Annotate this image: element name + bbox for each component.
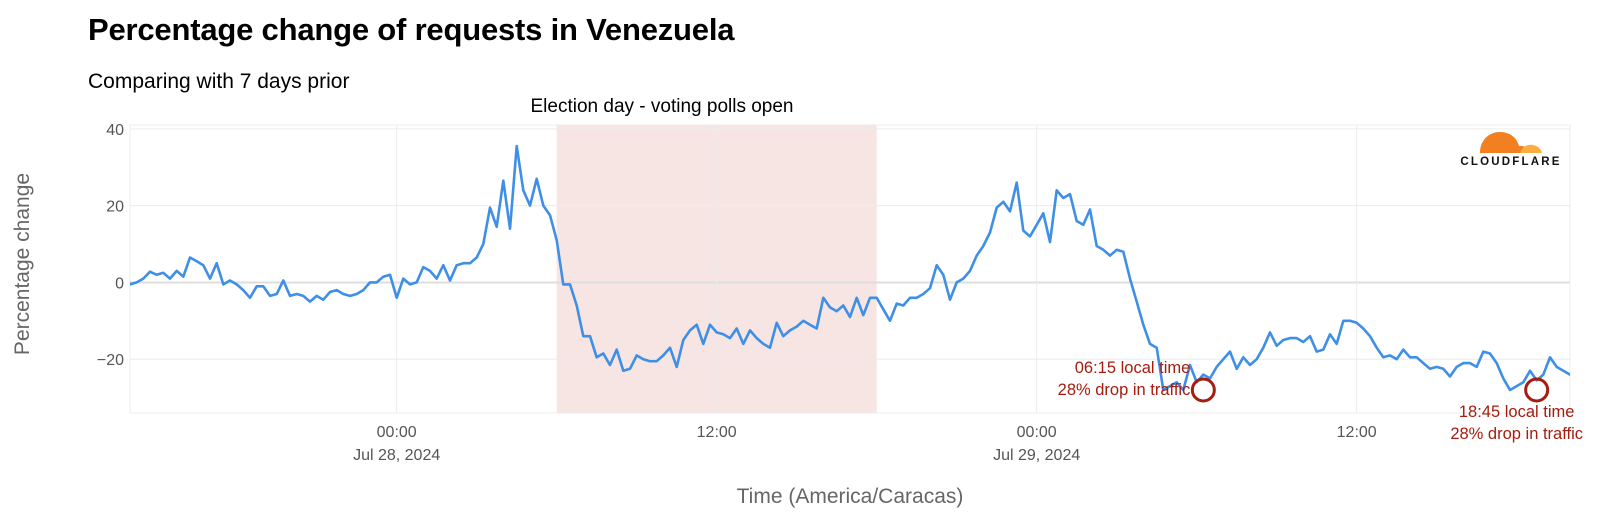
annotation-line1: 18:45 local time — [1459, 403, 1575, 421]
x-tick-time: 00:00 — [1017, 424, 1057, 441]
x-tick-time: 00:00 — [377, 424, 417, 441]
cloudflare-wordmark: CLOUDFLARE — [1460, 156, 1561, 168]
chart-subtitle: Comparing with 7 days prior — [88, 70, 350, 93]
annotation-line1: 06:15 local time — [1075, 359, 1191, 377]
annotation-layer: 06:15 local time 28% drop in traffic 18:45… — [1058, 359, 1583, 443]
y-axis-title: Percentage change — [11, 173, 34, 355]
y-tick-label: −20 — [97, 352, 124, 369]
axis-ticks: 40 20 0 −20 00:00 Jul 28, 2024 12:00 00:00 Jul 2… — [97, 122, 1377, 464]
x-tick-time: 12:00 — [697, 424, 737, 441]
chart-title: Percentage change of requests in Venezue… — [88, 12, 735, 47]
y-tick-label: 40 — [106, 122, 124, 139]
cloudflare-logo: CLOUDFLARE — [1460, 132, 1561, 168]
annotation-line2: 28% drop in traffic — [1450, 425, 1583, 443]
cloudflare-cloud-icon — [1480, 132, 1542, 153]
x-axis-title: Time (America/Caracas) — [737, 485, 964, 508]
series-line-layer — [130, 144, 1570, 392]
annotation-line2: 28% drop in traffic — [1058, 381, 1191, 399]
x-tick-date: Jul 29, 2024 — [993, 447, 1080, 464]
y-tick-label: 20 — [106, 199, 124, 216]
series-line — [130, 144, 1570, 392]
x-tick-date: Jul 28, 2024 — [353, 447, 440, 464]
band-label: Election day - voting polls open — [531, 96, 794, 117]
plot-frame — [129, 124, 1571, 414]
annotation-circle — [1190, 377, 1216, 403]
y-tick-label: 0 — [115, 275, 124, 292]
annotation-circle — [1524, 377, 1550, 403]
x-tick-time: 12:00 — [1337, 424, 1377, 441]
